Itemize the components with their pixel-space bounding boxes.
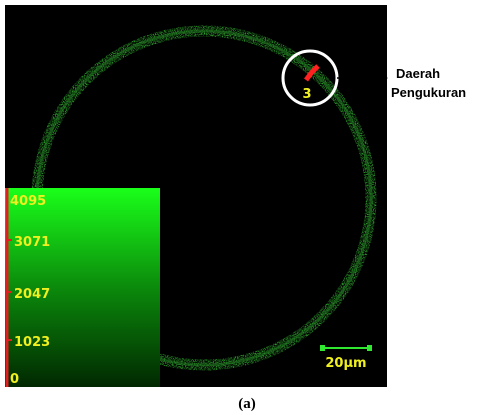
figure: 4095 3071 2047 1023 0 3 Daerah Pengukura… xyxy=(0,0,495,415)
caption: (a) xyxy=(238,396,256,412)
colorbar-label: 3071 xyxy=(14,235,50,250)
scale-bar-end xyxy=(320,345,325,351)
colorbar-label: 2047 xyxy=(14,287,50,302)
colorbar-label: 1023 xyxy=(14,335,50,350)
region-number: 3 xyxy=(302,87,311,102)
scale-bar-label: 20μm xyxy=(325,356,366,371)
colorbar-label: 4095 xyxy=(10,194,46,209)
colorbar-label: 0 xyxy=(10,372,19,387)
scale-bar-end xyxy=(367,345,372,351)
annotation-text: Pengukuran xyxy=(391,85,466,100)
annotation-text: Daerah xyxy=(396,66,440,81)
